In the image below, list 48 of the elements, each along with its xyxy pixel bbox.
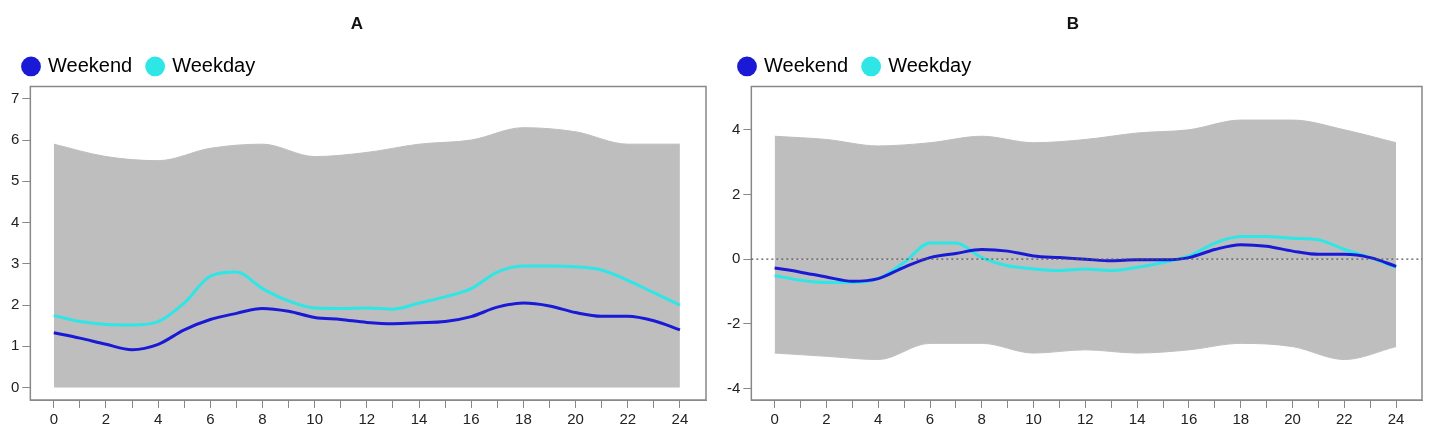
x-tick-label: 6 — [206, 410, 215, 428]
x-tick-label: 10 — [1025, 410, 1042, 428]
x-tick-label: 8 — [258, 410, 267, 428]
x-tick-label: 4 — [154, 410, 163, 428]
line-series — [773, 243, 1398, 283]
x-tick-label: 0 — [770, 410, 779, 428]
legend-label: Weekday — [172, 53, 256, 76]
y-tick-label: 1 — [11, 336, 20, 354]
x-tick-label: 2 — [101, 410, 111, 428]
y-tick-label: 0 — [11, 377, 20, 395]
x-tick-label: 20 — [1284, 410, 1301, 428]
x-tick-label: 18 — [515, 410, 532, 428]
y-tick-label: 6 — [11, 130, 20, 148]
legend-label: Weekend — [764, 53, 849, 76]
y-tick-label: 4 — [11, 212, 20, 230]
chart-title: B — [1066, 13, 1080, 33]
x-tick-label: 22 — [619, 410, 637, 428]
y-tick-label: 0 — [731, 249, 741, 267]
x-tick-label: 22 — [1335, 410, 1353, 428]
y-tick-label: 7 — [11, 88, 20, 106]
x-tick-label: 16 — [1180, 410, 1198, 428]
x-tick-label: 24 — [671, 410, 689, 428]
x-tick-label: 2 — [822, 410, 831, 428]
x-tick-label: 18 — [1232, 410, 1250, 428]
y-tick-label: 3 — [11, 253, 20, 271]
x-tick-label: 8 — [977, 410, 986, 428]
y-tick-label: -4 — [726, 378, 741, 396]
x-tick-label: 16 — [462, 410, 480, 428]
x-tick-label: 6 — [925, 410, 935, 428]
chart-title: A — [350, 13, 364, 33]
x-tick-label: 14 — [1128, 410, 1146, 428]
x-tick-label: 4 — [874, 410, 883, 428]
x-tick-label: 10 — [306, 410, 324, 428]
y-tick-label: 5 — [11, 171, 20, 189]
x-tick-label: 24 — [1387, 410, 1405, 428]
y-tick-label: 4 — [731, 119, 741, 137]
x-tick-label: 20 — [567, 410, 584, 428]
x-tick-label: 12 — [358, 410, 376, 428]
x-tick-label: 12 — [1077, 410, 1094, 428]
y-tick-label: -2 — [726, 314, 741, 332]
x-tick-label: 0 — [49, 410, 58, 428]
y-tick-label: 2 — [11, 295, 20, 313]
line-series — [52, 264, 682, 327]
y-tick-label: 2 — [731, 184, 741, 202]
x-tick-label: 14 — [410, 410, 428, 428]
line-series — [52, 301, 682, 352]
legend-label: Weekend — [48, 53, 133, 76]
legend-label: Weekday — [888, 53, 972, 76]
